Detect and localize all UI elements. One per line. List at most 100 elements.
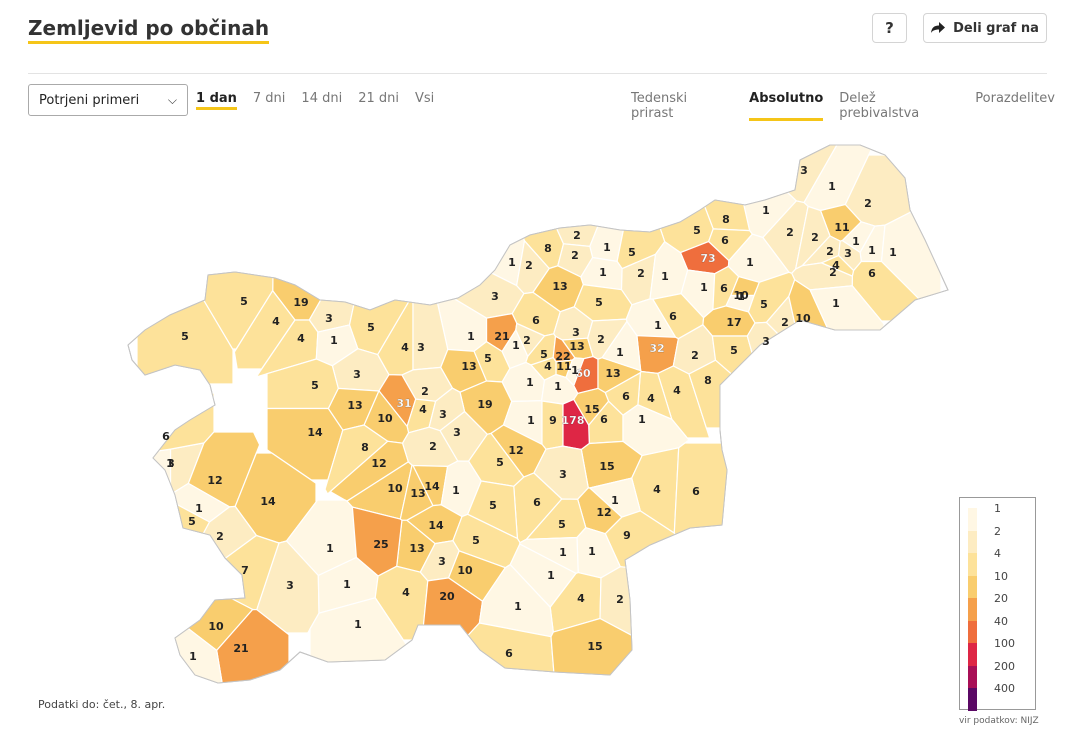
municipality-value-label: 1 — [330, 334, 338, 347]
municipality-value-label: 5 — [760, 298, 768, 311]
municipality-value-label: 2 — [781, 316, 789, 329]
tab-period-4[interactable]: Vsi — [414, 91, 435, 106]
municipality-value-label: 5 — [496, 456, 504, 469]
tab-period-3[interactable]: 21 dni — [358, 91, 399, 106]
municipality-value-label: 15 — [587, 640, 602, 653]
municipality-value-label: 13 — [461, 360, 476, 373]
municipality-value-label: 3 — [453, 426, 461, 439]
municipality-value-label: 13 — [347, 399, 362, 412]
municipality-value-label: 32 — [649, 342, 664, 355]
municipality-value-label: 1 — [832, 297, 840, 310]
municipality-value-label: 2 — [216, 530, 224, 543]
municipality-value-label: 5 — [367, 321, 375, 334]
municipality-value-label: 4 — [419, 403, 427, 416]
municipality-value-label: 2 — [525, 259, 533, 272]
mode-tabs: Tedenski prirast Absolutno Delež prebivals… — [631, 91, 1071, 121]
municipality-region[interactable] — [324, 424, 389, 495]
municipality-value-label: 1 — [514, 600, 522, 613]
municipality-value-label: 13 — [569, 340, 584, 353]
legend-swatch — [968, 553, 977, 576]
tab-period-1[interactable]: 7 dni — [252, 91, 286, 106]
municipality-value-label: 6 — [720, 282, 728, 295]
tab-period-2[interactable]: 14 dni — [301, 91, 343, 106]
municipality-value-label: 1 — [611, 494, 619, 507]
municipality-value-label: 2 — [421, 385, 429, 398]
data-date-note: Podatki do: čet., 8. apr. — [38, 698, 166, 711]
municipality-value-label: 5 — [540, 348, 548, 361]
country-border — [127, 144, 949, 684]
share-button[interactable]: Deli graf na — [923, 13, 1047, 43]
metric-select[interactable]: Potrjeni primeri ⌵ — [28, 84, 188, 116]
legend-label: 4 — [994, 547, 1001, 560]
share-button-label: Deli graf na — [953, 20, 1039, 36]
municipality-value-label: 9 — [549, 414, 557, 427]
municipality-value-label: 1 — [762, 204, 770, 217]
municipality-value-label: 3 — [762, 335, 770, 348]
municipality-region[interactable] — [478, 563, 554, 638]
legend-swatch — [968, 643, 977, 666]
municipality-region[interactable] — [673, 442, 745, 540]
municipality-value-label: 15 — [584, 403, 599, 416]
municipality-value-label: 6 — [669, 310, 677, 323]
municipality-value-label: 2 — [691, 349, 699, 362]
help-button-label: ? — [885, 19, 894, 37]
share-arrow-icon — [931, 22, 946, 33]
municipality-value-label: 1 — [868, 244, 876, 257]
municipality-value-label: 10 — [387, 482, 403, 495]
municipality-value-label: 1 — [828, 180, 836, 193]
municipality-value-label: 1 — [354, 618, 362, 631]
municipality-value-label: 1 — [195, 502, 203, 515]
municipality-value-label: 73 — [700, 252, 715, 265]
municipality-region[interactable] — [601, 320, 642, 372]
municipality-value-label: 11 — [556, 360, 571, 373]
municipality-value-label: 2 — [829, 266, 837, 279]
municipality-value-label: 60 — [575, 367, 591, 380]
municipality-value-label: 25 — [373, 538, 388, 551]
municipality-value-label: 20 — [439, 590, 455, 603]
municipality-value-label: 4 — [401, 341, 409, 354]
municipality-region[interactable] — [374, 565, 429, 641]
color-legend: 1 2 4 10 20 40 100 200 400 — [959, 497, 1036, 711]
municipality-value-label: 1 — [343, 578, 351, 591]
municipality-value-label: 15 — [599, 460, 614, 473]
municipality-value-label: 12 — [371, 457, 386, 470]
municipality-value-label: 10 — [733, 289, 749, 302]
municipality-value-label: 19 — [293, 296, 308, 309]
municipality-value-label: 10 — [795, 312, 811, 325]
municipality-value-label: 10 — [208, 620, 224, 633]
municipality-region[interactable] — [122, 448, 172, 512]
municipality-value-label: 2 — [811, 231, 819, 244]
municipality-value-label: 6 — [600, 413, 608, 426]
municipality-value-label: 1 — [638, 413, 646, 426]
municipality-value-label: 5 — [628, 246, 636, 259]
tab-mode-3[interactable]: Porazdelitev — [975, 91, 1055, 106]
municipality-value-label: 13 — [605, 367, 620, 380]
municipality-region[interactable] — [460, 622, 557, 700]
legend-swatch — [968, 688, 977, 711]
municipality-value-label: 7 — [241, 564, 249, 577]
municipality-value-label: 5 — [730, 344, 738, 357]
municipality-value-label: 14 — [428, 519, 444, 532]
municipality-value-label: 1 — [889, 246, 897, 259]
tab-mode-0[interactable]: Tedenski prirast — [631, 91, 688, 121]
municipality-value-label: 3 — [353, 368, 361, 381]
tab-period-0[interactable]: 1 dan — [196, 91, 237, 110]
municipality-value-label: 1 — [603, 241, 611, 254]
municipality-value-label: 1 — [547, 569, 555, 582]
municipality-value-label: 22 — [555, 350, 570, 363]
municipality-value-label: 6 — [162, 430, 170, 443]
municipality-value-label: 5 — [693, 224, 701, 237]
municipality-value-label: 4 — [577, 592, 585, 605]
municipality-value-label: 4 — [297, 332, 305, 345]
municipality-value-label: 12 — [596, 506, 611, 519]
municipality-value-label: 8 — [544, 242, 552, 255]
tab-mode-2[interactable]: Delež prebivalstva — [839, 91, 920, 121]
municipality-value-label: 19 — [477, 398, 492, 411]
municipality-value-label: 3 — [559, 468, 567, 481]
metric-select-value: Potrjeni primeri — [39, 92, 140, 108]
municipality-value-label: 1 — [512, 339, 520, 352]
help-button[interactable]: ? — [872, 13, 907, 43]
legend-label: 40 — [994, 614, 1008, 628]
tab-mode-1[interactable]: Absolutno — [749, 91, 824, 121]
municipality-value-label: 31 — [396, 397, 411, 410]
